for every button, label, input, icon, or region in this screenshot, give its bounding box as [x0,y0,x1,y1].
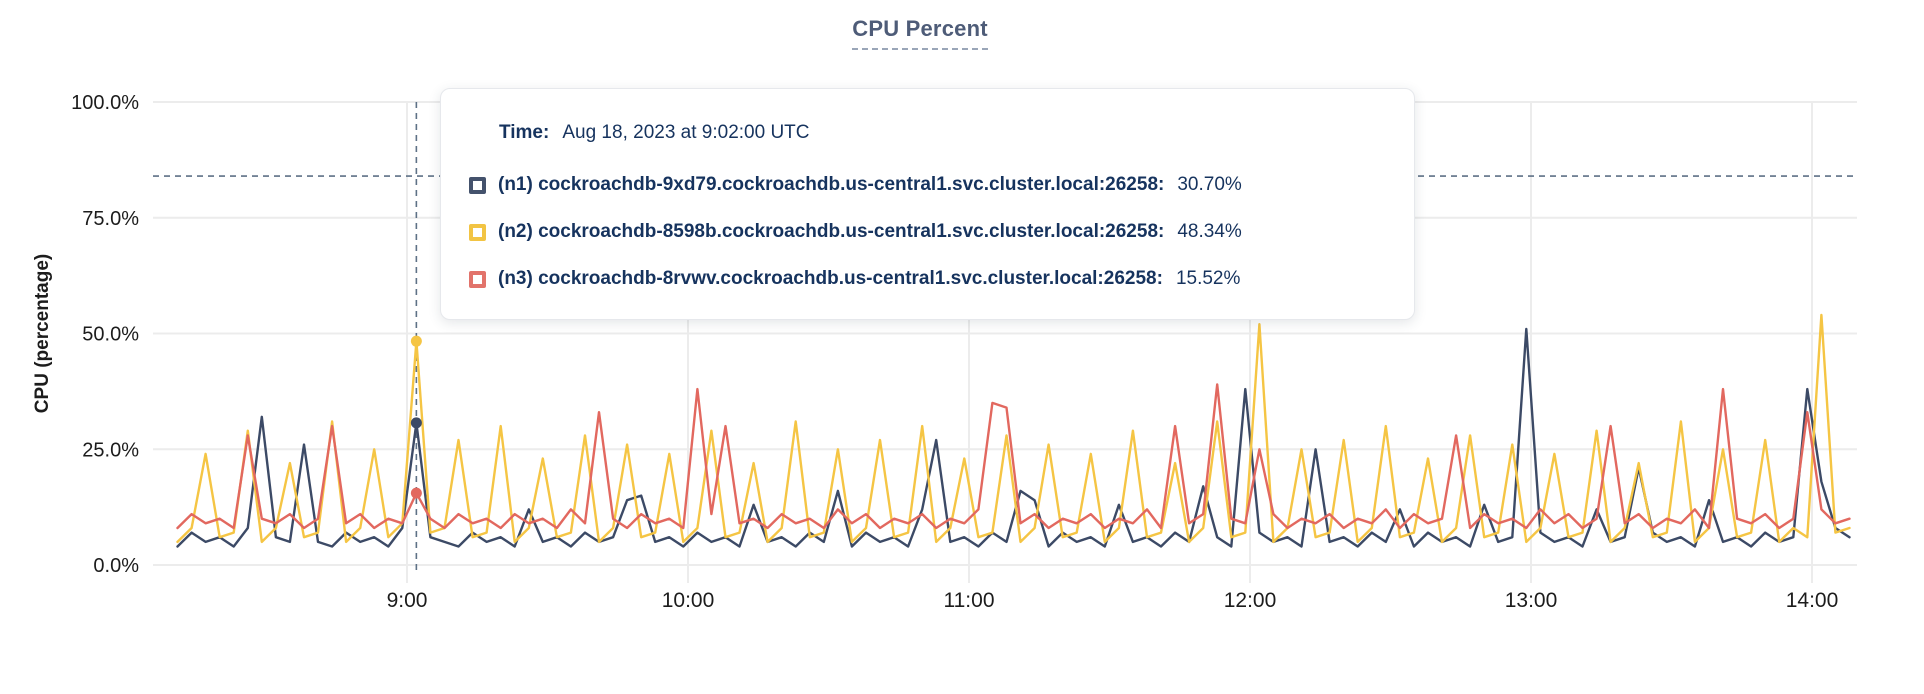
series-line-n3 [176,383,1851,530]
y-tick-label: 75.0% [82,208,139,230]
y-axis-title: CPU (percentage) [32,254,53,413]
tooltip-time-label: Time: [499,122,550,143]
series-color-swatch-icon [469,176,486,194]
chart-title[interactable]: CPU Percent [852,16,988,50]
series-line-n2 [176,313,1851,544]
chart-title-wrap: CPU Percent [0,16,1882,50]
series-label-n1: (n1) cockroachdb-9xd79.cockroachdb.us-ce… [498,174,1165,195]
y-tick-label: 100.0% [71,92,139,114]
series-color-swatch-icon [469,223,486,241]
y-tick-label: 0.0% [93,555,139,577]
series-color-swatch-icon [469,270,486,288]
tooltip-time-row: Time: Aug 18, 2023 at 9:02:00 UTC [499,121,1414,145]
y-tick-label: 25.0% [82,439,139,461]
y-tick-label: 50.0% [82,324,139,346]
tooltip-series-row-n3: (n3) cockroachdb-8rvwv.cockroachdb.us-ce… [469,267,1414,291]
series-value-n2: 48.34% [1177,221,1242,242]
hover-dot-n2 [410,335,422,347]
series-line-n1 [176,327,1851,548]
x-tick-label: 12:00 [1224,589,1277,612]
x-tick-label: 10:00 [662,589,715,612]
series-label-n2: (n2) cockroachdb-8598b.cockroachdb.us-ce… [498,221,1165,242]
series-value-n3: 15.52% [1175,268,1241,289]
tooltip-series-row-n2: (n2) cockroachdb-8598b.cockroachdb.us-ce… [469,220,1414,244]
hover-dot-n3 [410,487,422,499]
series-value-n1: 30.70% [1177,174,1242,195]
x-tick-label: 9:00 [387,589,428,612]
tooltip-time-value: Aug 18, 2023 at 9:02:00 UTC [562,122,810,143]
x-tick-label: 14:00 [1786,589,1839,612]
chart-tooltip: Time: Aug 18, 2023 at 9:02:00 UTC (n1) c… [440,88,1415,320]
series-label-n3: (n3) cockroachdb-8rvwv.cockroachdb.us-ce… [498,268,1163,289]
x-tick-label: 11:00 [944,589,995,612]
x-tick-label: 13:00 [1505,589,1558,612]
hover-dot-n1 [410,417,422,429]
tooltip-series-row-n1: (n1) cockroachdb-9xd79.cockroachdb.us-ce… [469,173,1414,197]
